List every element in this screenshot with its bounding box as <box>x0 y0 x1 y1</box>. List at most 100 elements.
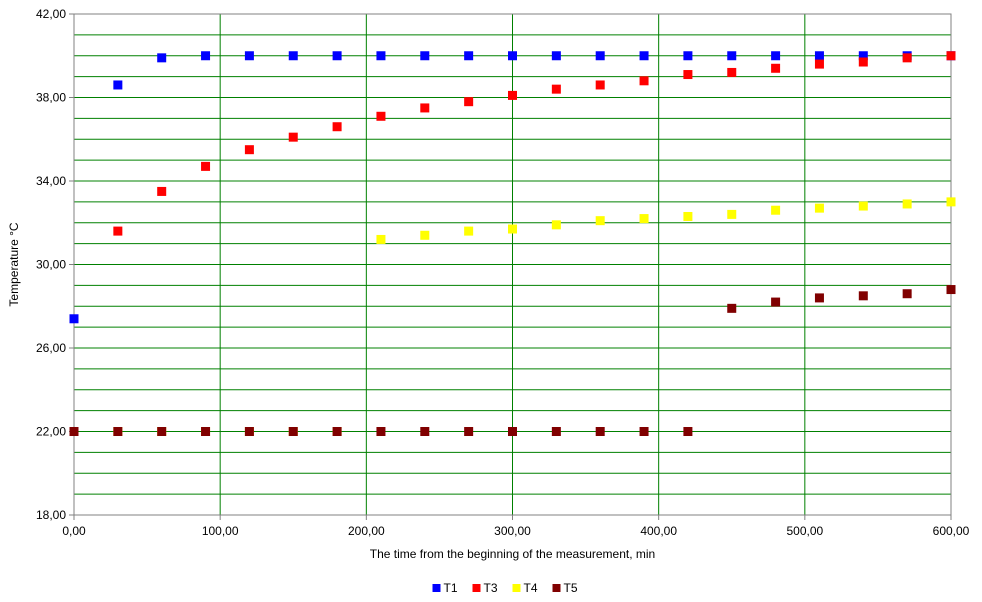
data-point-t3 <box>551 84 561 94</box>
data-point-t1 <box>288 51 298 61</box>
data-point-t1 <box>858 51 868 61</box>
series-t5 <box>69 285 956 436</box>
legend-item-t5: T5 <box>552 581 578 595</box>
data-point-t1 <box>464 51 474 61</box>
data-point-t5 <box>858 291 868 301</box>
data-point-t4 <box>683 211 693 221</box>
data-point-t4 <box>595 216 605 226</box>
legend-item-t1: T1 <box>432 581 458 595</box>
grid <box>74 14 951 515</box>
data-point-t5 <box>113 427 123 436</box>
data-point-t3 <box>508 90 517 100</box>
data-point-t1 <box>157 53 167 63</box>
data-point-t3 <box>201 161 211 171</box>
data-point-t3 <box>595 80 605 90</box>
data-point-t1 <box>771 51 781 61</box>
data-point-t1 <box>595 51 605 61</box>
data-point-t5 <box>69 427 79 436</box>
x-tick-label: 300,00 <box>494 524 531 538</box>
data-point-t1 <box>508 51 517 61</box>
data-point-t3 <box>464 97 474 107</box>
data-point-t3 <box>814 59 824 69</box>
data-point-t1 <box>420 51 430 61</box>
x-tick-label: 400,00 <box>640 524 677 538</box>
series-t1 <box>69 51 956 324</box>
data-point-t3 <box>244 145 254 155</box>
data-point-t5 <box>902 289 912 299</box>
data-point-t3 <box>332 122 342 132</box>
data-point-t1 <box>244 51 254 61</box>
data-point-t1 <box>727 51 737 61</box>
data-markers <box>69 51 956 436</box>
data-point-t3 <box>113 226 123 236</box>
legend-swatch <box>432 584 441 592</box>
data-point-t1 <box>551 51 561 61</box>
data-point-t5 <box>771 297 781 307</box>
data-point-t5 <box>420 427 430 436</box>
data-point-t4 <box>551 220 561 230</box>
data-point-t4 <box>946 197 956 207</box>
data-point-t5 <box>727 303 737 313</box>
data-point-t3 <box>858 57 868 67</box>
data-point-t5 <box>683 427 693 436</box>
data-point-t5 <box>244 427 254 436</box>
legend: T1 T3 T4 T5 <box>432 581 578 595</box>
data-point-t4 <box>902 199 912 209</box>
data-point-t5 <box>332 427 342 436</box>
x-tick-label: 100,00 <box>202 524 239 538</box>
data-point-t3 <box>639 76 649 86</box>
legend-swatch <box>472 584 481 592</box>
data-point-t4 <box>814 203 824 213</box>
x-tick-label: 600,00 <box>933 524 970 538</box>
data-point-t4 <box>858 201 868 211</box>
legend-swatch <box>512 584 521 592</box>
y-tick-label: 22,00 <box>36 425 66 439</box>
y-tick-label: 26,00 <box>36 341 66 355</box>
data-point-t1 <box>814 51 824 61</box>
data-point-t4 <box>727 209 737 219</box>
data-point-t5 <box>814 293 824 303</box>
x-tick-label: 200,00 <box>348 524 385 538</box>
data-point-t5 <box>508 427 517 436</box>
data-point-t5 <box>946 285 956 295</box>
data-point-t3 <box>157 186 167 196</box>
data-point-t4 <box>420 230 430 240</box>
data-point-t5 <box>464 427 474 436</box>
data-point-t5 <box>551 427 561 436</box>
data-point-t1 <box>201 51 211 61</box>
data-point-t3 <box>727 67 737 77</box>
data-point-t4 <box>376 234 386 244</box>
legend-label: T3 <box>484 581 498 595</box>
data-point-t4 <box>464 226 474 236</box>
data-point-t1 <box>376 51 386 61</box>
y-axis-label: Temperature °C <box>7 222 21 306</box>
data-point-t1 <box>332 51 342 61</box>
x-axis-label: The time from the beginning of the measu… <box>370 547 655 561</box>
data-point-t3 <box>420 103 430 113</box>
legend-label: T5 <box>564 581 578 595</box>
data-point-t5 <box>639 427 649 436</box>
data-point-t4 <box>508 224 517 234</box>
data-point-t3 <box>946 51 956 61</box>
legend-swatch <box>552 584 561 592</box>
legend-item-t3: T3 <box>472 581 498 595</box>
data-point-t3 <box>771 63 781 73</box>
data-point-t1 <box>683 51 693 61</box>
legend-item-t4: T4 <box>512 581 538 595</box>
legend-label: T1 <box>444 581 458 595</box>
data-point-t5 <box>288 427 298 436</box>
y-tick-label: 30,00 <box>36 258 66 272</box>
data-point-t3 <box>288 132 298 142</box>
y-axis-ticks: 18,00 22,00 26,00 30,00 34,00 38,00 42,00 <box>36 7 74 522</box>
data-point-t5 <box>376 427 386 436</box>
data-point-t1 <box>639 51 649 61</box>
x-axis-ticks: 0,00 100,00 200,00 300,00 400,00 500,00 600,00 <box>62 515 970 538</box>
data-point-t3 <box>376 111 386 121</box>
data-point-t3 <box>683 70 693 80</box>
data-point-t5 <box>157 427 167 436</box>
y-tick-label: 42,00 <box>36 7 66 21</box>
x-tick-label: 500,00 <box>786 524 823 538</box>
data-point-t5 <box>201 427 211 436</box>
data-point-t1 <box>113 80 123 90</box>
